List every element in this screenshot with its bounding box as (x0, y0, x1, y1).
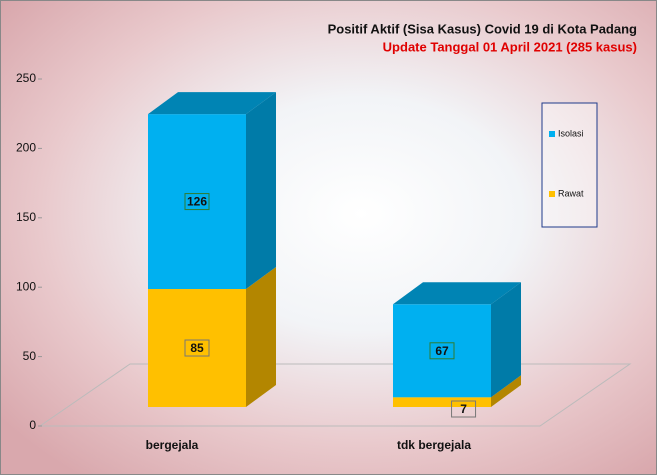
bar-side (246, 92, 276, 290)
data-label-box (184, 339, 210, 357)
data-label: 67 (435, 344, 449, 358)
bar-side (491, 375, 521, 407)
legend-swatch (549, 191, 555, 197)
chart-title: Positif Aktif (Sisa Kasus) Covid 19 di K… (328, 21, 637, 36)
y-tick-label: 50 (23, 349, 37, 363)
data-label-box (429, 342, 455, 360)
bar-side (246, 267, 276, 407)
chart-subtitle: Update Tanggal 01 April 2021 (285 kasus) (383, 39, 637, 54)
bar-top (393, 282, 521, 305)
legend-label: Rawat (558, 188, 584, 198)
floor (38, 363, 632, 427)
y-tick-label: 100 (16, 279, 36, 293)
data-label-box (451, 400, 477, 418)
y-tick-label: 0 (29, 418, 36, 432)
bar-front (393, 397, 491, 407)
legend-swatch (549, 131, 555, 137)
x-tick-label: tdk bergejala (397, 438, 471, 452)
bar-top (148, 92, 276, 115)
bar-side (491, 282, 521, 398)
data-label: 7 (460, 402, 467, 416)
data-label: 85 (190, 341, 204, 355)
x-tick-label: bergejala (146, 438, 199, 452)
legend (541, 102, 598, 228)
bar-front (148, 289, 246, 407)
y-tick-label: 150 (16, 210, 36, 224)
y-tick-label: 250 (16, 71, 36, 85)
bar-front (148, 114, 246, 290)
data-label-box (184, 193, 210, 211)
bar-front (393, 304, 491, 398)
legend-label: Isolasi (558, 128, 584, 138)
y-tick-label: 200 (16, 141, 36, 155)
data-label: 126 (187, 195, 207, 209)
